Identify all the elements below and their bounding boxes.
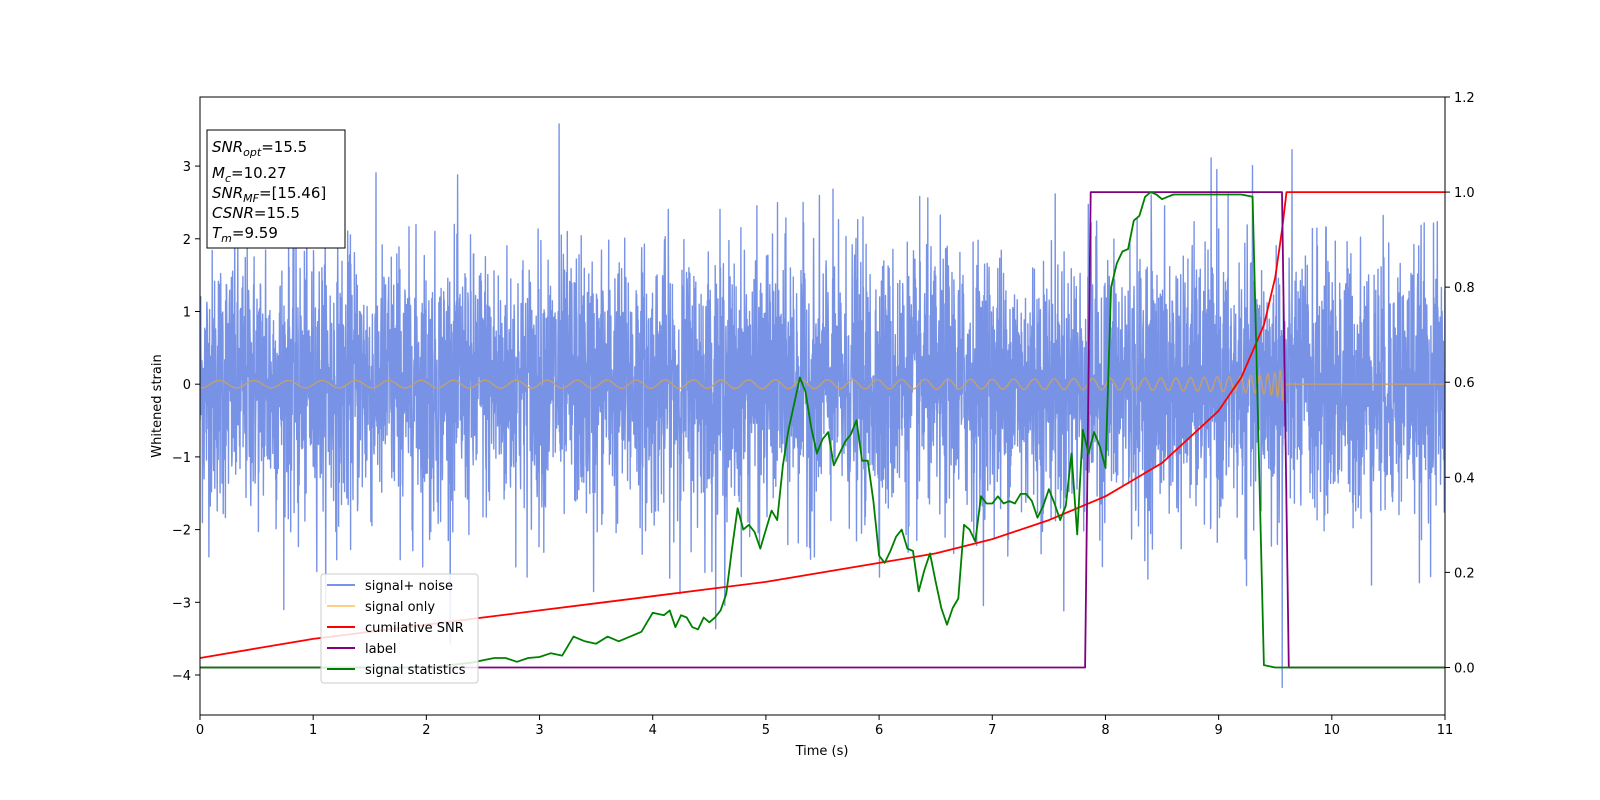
y2-tick-label: 1.2: [1454, 91, 1475, 106]
y-tick-label: 1: [183, 305, 191, 320]
legend-label: cumilative SNR: [365, 621, 464, 636]
annotation-line: Tm=9.59: [212, 224, 278, 245]
legend-label: signal only: [365, 600, 435, 615]
x-tick-label: 8: [1101, 723, 1109, 738]
y-tick-label: 3: [183, 160, 191, 175]
y-tick-label: −1: [172, 451, 191, 466]
legend-label: label: [365, 642, 396, 657]
annotation-line: CSNR=15.5: [212, 204, 300, 222]
y2-tick-label: 1.0: [1454, 186, 1475, 201]
y2-tick-label: 0.4: [1454, 471, 1475, 486]
y-tick-label: 0: [183, 378, 191, 393]
x-tick-label: 6: [875, 723, 883, 738]
x-tick-label: 3: [535, 723, 543, 738]
x-tick-label: 0: [196, 723, 204, 738]
x-tick-label: 5: [762, 723, 770, 738]
plot-frame: [199, 96, 1446, 716]
series-signal-statistics: [200, 191, 1445, 669]
series-signal-noise: [200, 123, 1445, 689]
y-tick-label: −2: [172, 524, 191, 539]
x-tick-label: 7: [988, 723, 996, 738]
series-signal-only: [200, 367, 1445, 402]
y2-tick-label: 0.6: [1454, 376, 1475, 391]
x-tick-label: 2: [422, 723, 430, 738]
annotation-line: Mc=10.27: [212, 164, 287, 185]
y-tick-label: 2: [183, 233, 191, 248]
x-tick-label: 4: [649, 723, 657, 738]
y2-tick-label: 0.0: [1454, 661, 1475, 676]
x-tick-label: 11: [1437, 723, 1454, 738]
x-axis-label: Time (s): [795, 744, 849, 759]
y-tick-label: −3: [172, 596, 191, 611]
y2-tick-label: 0.2: [1454, 566, 1475, 581]
y-tick-label: −4: [172, 669, 191, 684]
annotation-box: SNRopt=15.5 Mc=10.27 SNRMF=[15.46] CSNR=…: [206, 129, 346, 249]
x-tick-label: 9: [1214, 723, 1222, 738]
legend: signal+ noise signal only cumilative SNR…: [320, 573, 479, 684]
ticks-layer: 0 1 2 3 4 5 6 7 8 9 10 11 −4 −3 −2 −1 0 1 2 3 0.0 0.2 0.4 0.6 0.…: [172, 91, 1475, 738]
x-tick-label: 10: [1324, 723, 1341, 738]
legend-label: signal statistics: [365, 663, 466, 678]
annotation-line: SNRopt=15.5: [212, 138, 307, 159]
annotation-line: SNRMF=[15.46]: [212, 184, 326, 205]
x-tick-label: 1: [309, 723, 317, 738]
y2-tick-label: 0.8: [1454, 281, 1475, 296]
legend-label: signal+ noise: [365, 579, 453, 594]
y-axis-label: Whitened strain: [150, 354, 165, 457]
